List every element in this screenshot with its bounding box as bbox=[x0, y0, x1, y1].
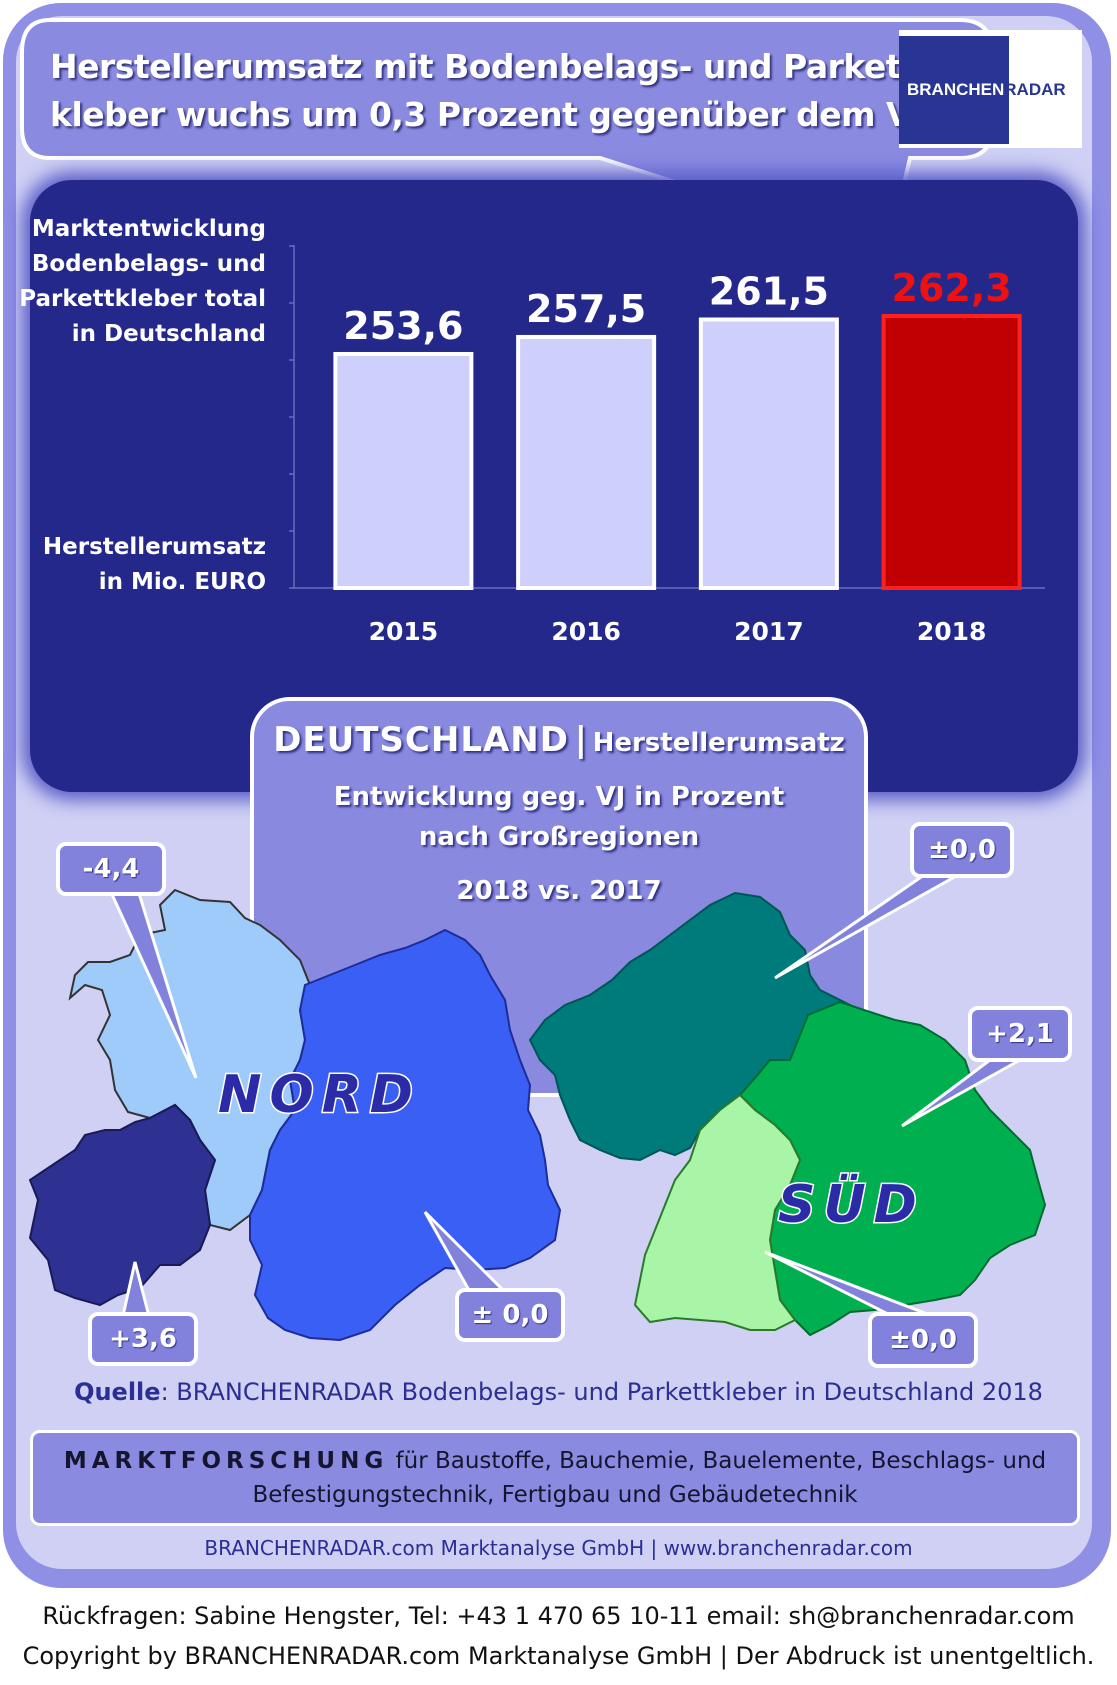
sued-label: SÜD bbox=[778, 1173, 925, 1235]
banner-line-1-text: für Baustoffe, Bauchemie, Bauelemente, B… bbox=[388, 1448, 1047, 1474]
bar-value-label-2017: 261,5 bbox=[709, 269, 829, 313]
bar-value-label-2015: 253,6 bbox=[343, 304, 463, 348]
y-axis-title-line-3: Parkettkleber total bbox=[19, 286, 266, 312]
region-nrw bbox=[28, 1103, 217, 1307]
region-mitte bbox=[528, 891, 862, 1162]
bar-2017 bbox=[698, 317, 839, 590]
region-ost bbox=[249, 928, 562, 1342]
footer-contact: Rückfragen: Sabine Hengster, Tel: +43 1 … bbox=[42, 1602, 1075, 1630]
map-regions: NORD SÜD bbox=[28, 873, 1047, 1342]
pointer-mitte bbox=[774, 873, 964, 980]
bar-value-label-2016: 257,5 bbox=[526, 287, 646, 331]
banner-line-1: MARKTFORSCHUNG für Baustoffe, Bauchemie,… bbox=[30, 1448, 1080, 1474]
callout-mitte: ±0,0 bbox=[910, 822, 1014, 878]
title-line-2: kleber wuchs um 0,3 Prozent gegenüber de… bbox=[50, 95, 1019, 134]
callout-nordwest: -4,4 bbox=[56, 842, 166, 896]
company-line: BRANCHENRADAR.com Marktanalyse GmbH | ww… bbox=[204, 1536, 913, 1560]
y-axis-unit-line-1: Herstellerumsatz bbox=[42, 534, 266, 560]
x-tick-label-2017: 2017 bbox=[734, 617, 804, 646]
regions-box-line-2: nach Großregionen bbox=[418, 822, 700, 852]
logo-square bbox=[899, 36, 1009, 144]
logo-text: BRANCHENRADAR bbox=[907, 80, 1066, 99]
bar-2015 bbox=[333, 351, 474, 590]
region-bw bbox=[633, 1093, 802, 1331]
source-text: : BRANCHENRADAR Bodenbelags- und Parkett… bbox=[160, 1378, 1043, 1406]
footer-copyright: Copyright by BRANCHENRADAR.com Marktanal… bbox=[22, 1642, 1095, 1670]
chart-bars: 253,6 2015 257,5 2016 261,5 2017 262,3 2018 bbox=[333, 266, 1022, 646]
y-axis-title-line-1: Marktentwicklung bbox=[31, 216, 266, 242]
regions-box-title-sub: Herstellerumsatz bbox=[592, 728, 845, 758]
title-line-1: Herstellerumsatz mit Bodenbelags- und Pa… bbox=[50, 47, 930, 86]
banner-line-2: Befestigungstechnik, Fertigbau und Gebäu… bbox=[252, 1482, 858, 1508]
regions-box-title: DEUTSCHLAND | Herstellerumsatz bbox=[250, 720, 868, 760]
regions-box-line-1: Entwicklung geg. VJ in Prozent bbox=[333, 782, 785, 812]
x-tick-label-2015: 2015 bbox=[369, 617, 439, 646]
regions-box-title-main: DEUTSCHLAND bbox=[273, 720, 569, 760]
callout-bayern: +2,1 bbox=[968, 1006, 1072, 1062]
bar-2018 bbox=[881, 314, 1022, 590]
regions-box-title-separator: | bbox=[574, 720, 587, 760]
source-label: Quelle bbox=[74, 1378, 161, 1406]
x-tick-label-2016: 2016 bbox=[551, 617, 621, 646]
bar-2016 bbox=[516, 334, 657, 590]
y-axis-title-line-4: in Deutschland bbox=[71, 321, 266, 347]
source-line: Quelle: BRANCHENRADAR Bodenbelags- und P… bbox=[0, 1378, 1117, 1406]
x-tick-label-2018: 2018 bbox=[917, 617, 987, 646]
y-axis-unit-line-2: in Mio. EURO bbox=[98, 569, 266, 595]
callout-bw: ±0,0 bbox=[868, 1312, 978, 1368]
branchenradar-logo: BRANCHENRADAR bbox=[899, 30, 1082, 148]
regions-box-line-3: 2018 vs. 2017 bbox=[456, 876, 662, 906]
nord-label: NORD bbox=[218, 1065, 421, 1125]
callout-ost: ± 0,0 bbox=[455, 1288, 565, 1342]
bar-value-label-2018: 262,3 bbox=[892, 266, 1012, 310]
banner-bold: MARKTFORSCHUNG bbox=[63, 1448, 389, 1474]
marketing-banner bbox=[30, 1430, 1080, 1526]
bar-chart: 253,6 2015 257,5 2016 261,5 2017 262,3 2018 bbox=[289, 245, 1045, 646]
y-axis-title-line-2: Bodenbelags- und bbox=[31, 251, 266, 277]
callout-nrw: +3,6 bbox=[88, 1312, 198, 1366]
